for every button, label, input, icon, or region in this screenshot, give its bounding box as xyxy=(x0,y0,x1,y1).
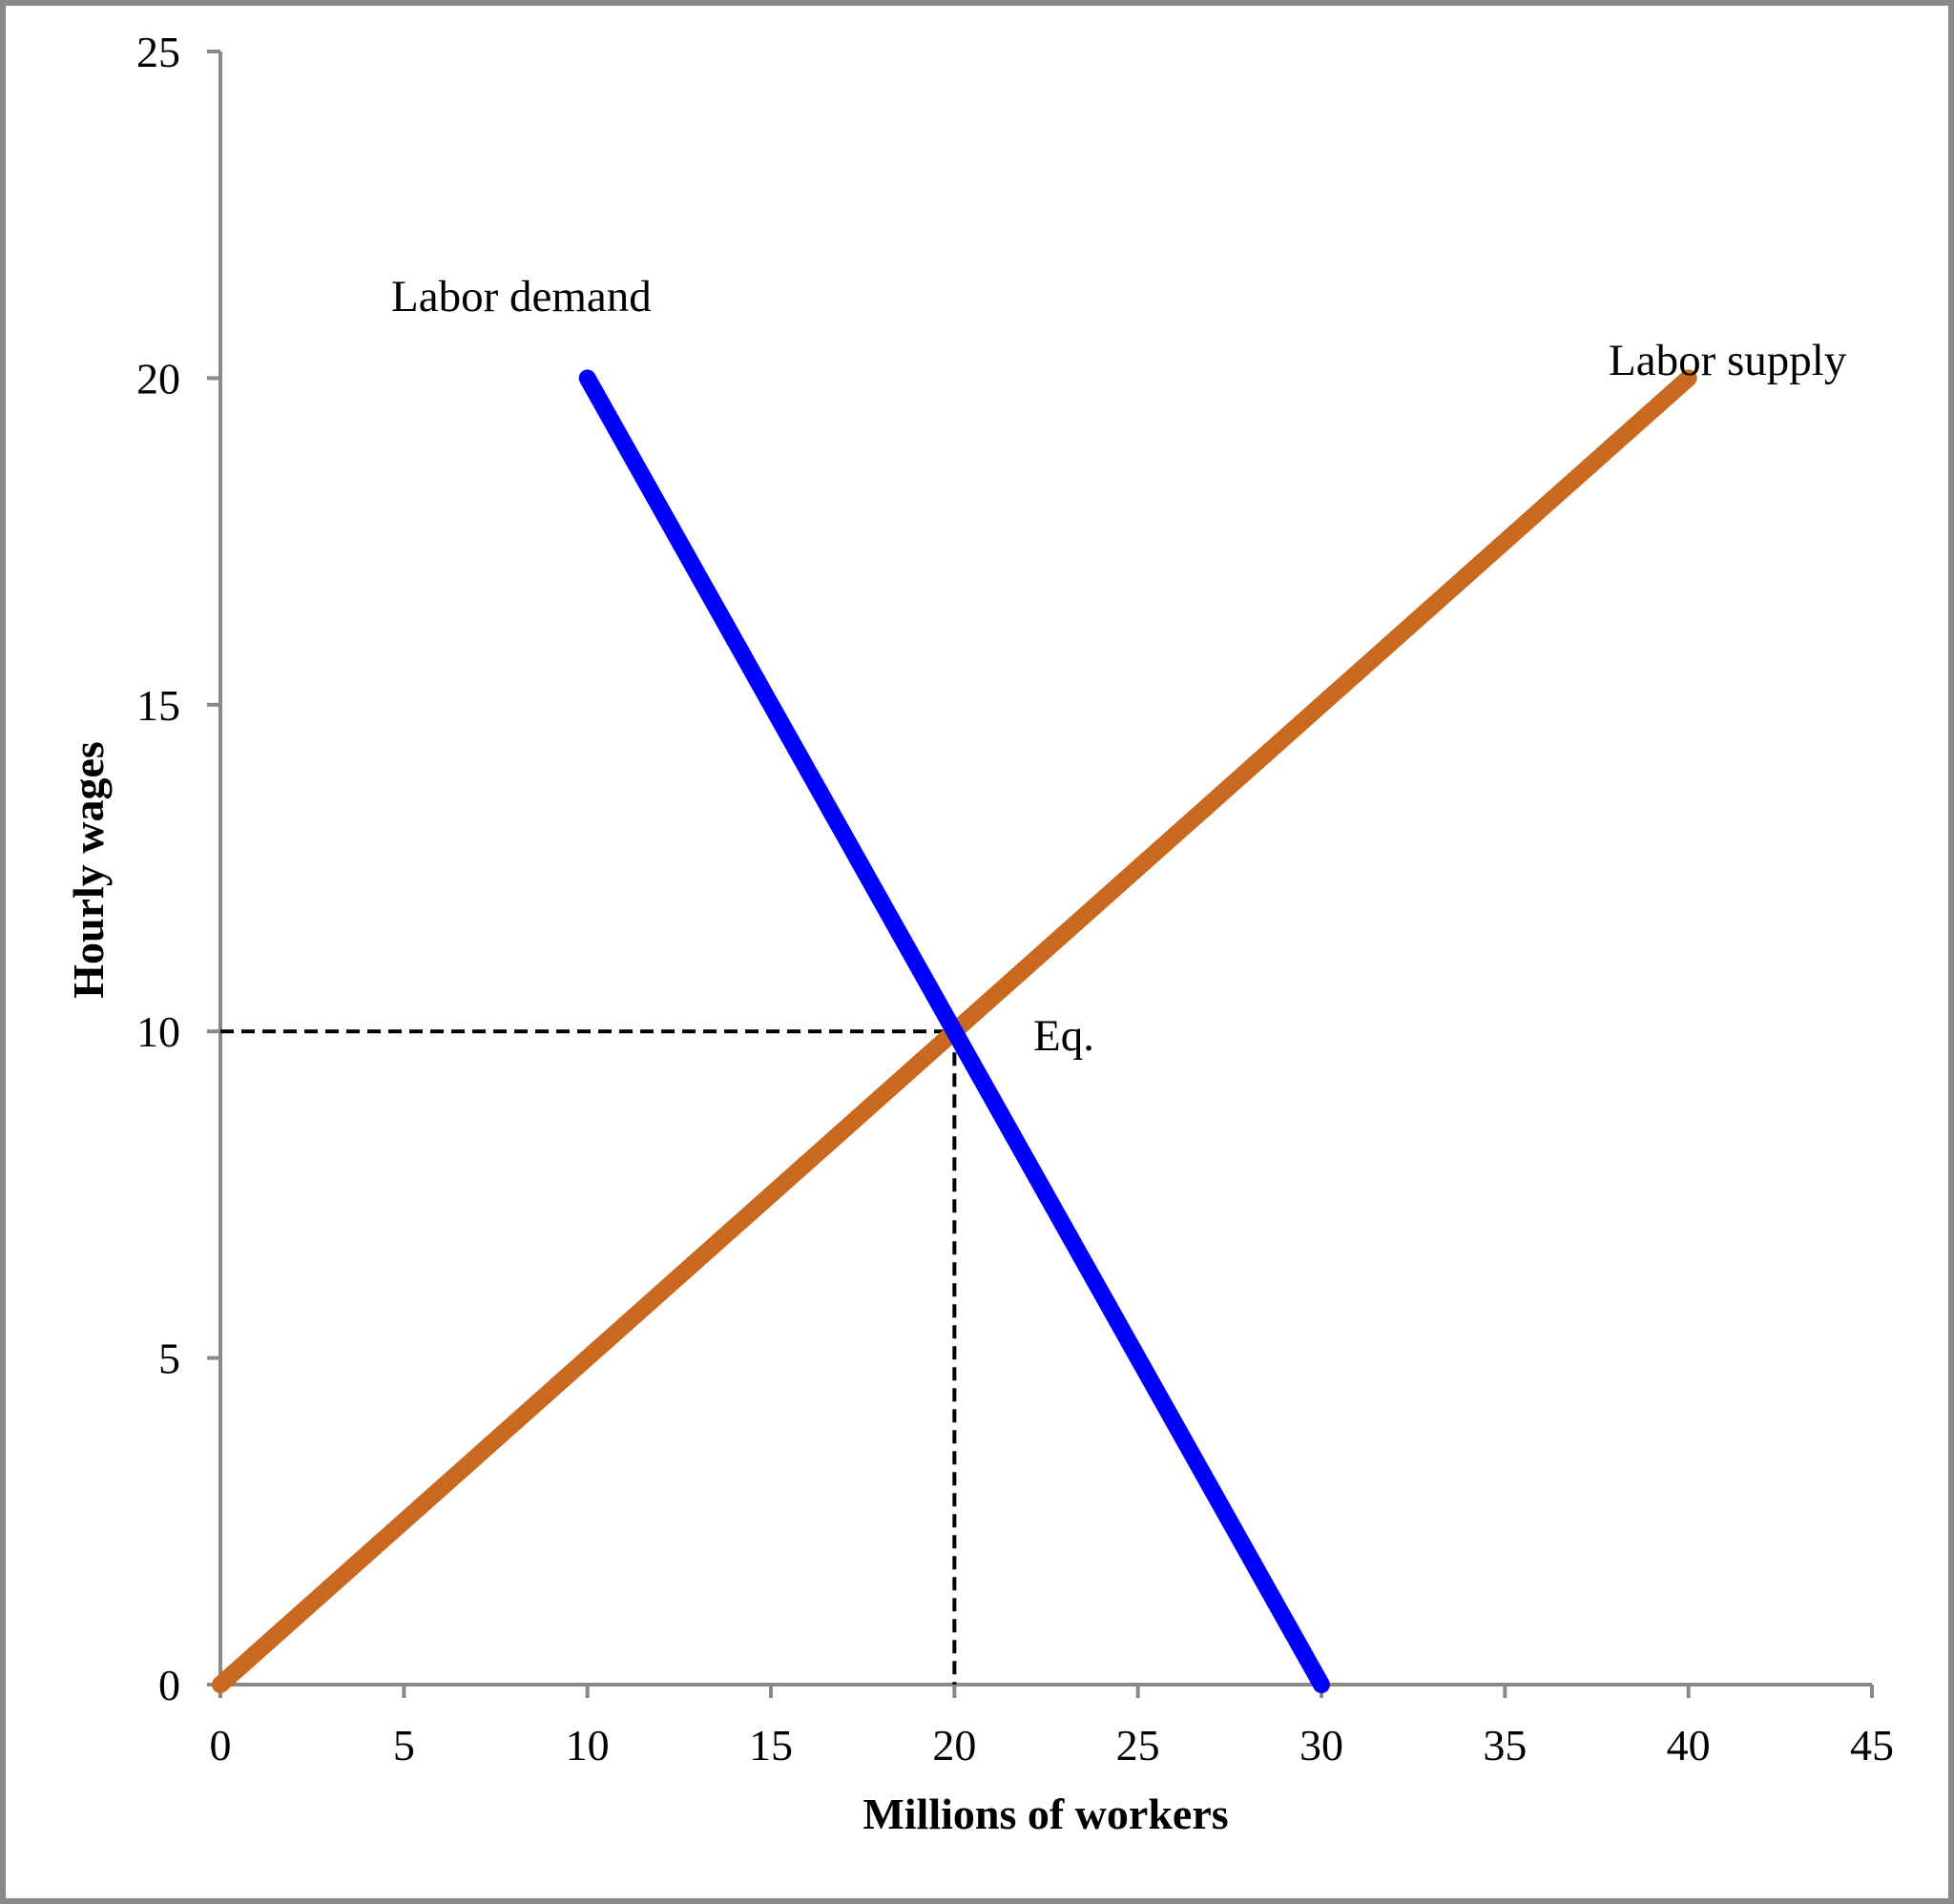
y-tick-label: 0 xyxy=(158,1661,180,1709)
series-label-supply: Labor supply xyxy=(1609,336,1847,385)
equilibrium-label: Eq. xyxy=(1033,1011,1094,1061)
y-tick-label: 20 xyxy=(136,354,180,403)
axes: 0 5 10 15 20 25 30 35 40 45 0 5 10 15 20 25 xyxy=(136,28,1894,1769)
x-tick-label: 25 xyxy=(1116,1721,1160,1769)
x-tick-label: 10 xyxy=(566,1721,610,1769)
x-tick-label: 0 xyxy=(210,1721,232,1769)
x-axis-title: Millions of workers xyxy=(863,1790,1228,1838)
reference-lines xyxy=(220,1029,957,1685)
series-label-demand: Labor demand xyxy=(391,272,652,321)
x-tick-label: 30 xyxy=(1299,1721,1343,1769)
y-tick-label: 10 xyxy=(136,1007,180,1056)
x-tick-label: 35 xyxy=(1483,1721,1527,1769)
x-tick-label: 5 xyxy=(393,1721,415,1769)
y-axis-title: Hourly wages xyxy=(64,741,113,999)
x-tick-label: 45 xyxy=(1850,1721,1894,1769)
x-tick-label: 20 xyxy=(932,1721,976,1769)
y-tick-label: 15 xyxy=(136,681,180,730)
x-tick-label: 40 xyxy=(1667,1721,1711,1769)
x-tick-label: 15 xyxy=(749,1721,793,1769)
series-group xyxy=(212,369,1697,1693)
labor-demand-line xyxy=(578,369,1330,1693)
y-tick-label: 5 xyxy=(158,1335,180,1383)
y-tick-label: 25 xyxy=(136,28,180,76)
